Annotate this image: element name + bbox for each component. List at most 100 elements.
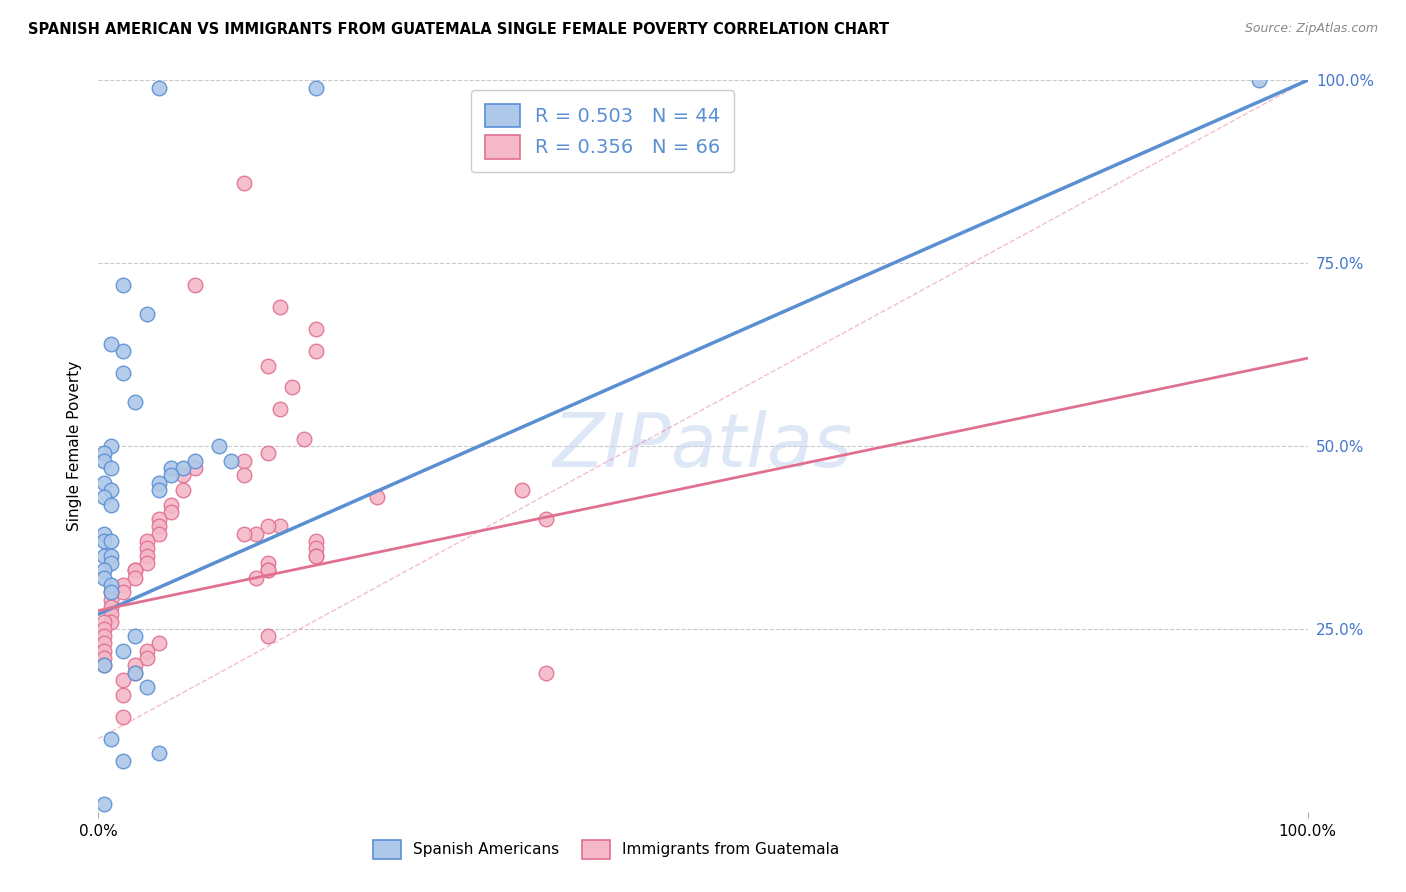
Point [208,439,231,453]
Point [93,658,115,673]
Point [93,571,115,585]
Point [100,556,122,570]
Point [160,468,183,483]
Point [111,673,134,687]
Point [148,80,170,95]
Point [135,549,157,563]
Point [100,585,122,599]
Point [124,563,146,577]
Point [245,571,267,585]
Text: Source: ZipAtlas.com: Source: ZipAtlas.com [1244,22,1378,36]
Point [93,658,115,673]
Point [245,526,267,541]
Point [111,754,134,768]
Point [281,380,304,394]
Point [124,563,146,577]
Point [100,607,122,622]
Point [305,322,328,336]
Point [93,644,115,658]
Point [148,519,170,533]
Point [184,278,207,293]
Point [100,461,122,475]
Point [256,359,278,373]
Point [305,343,328,358]
Point [100,549,122,563]
Point [305,541,328,556]
Point [100,578,122,592]
Point [148,483,170,497]
Point [184,453,207,467]
Point [93,797,115,812]
Point [93,651,115,665]
Point [256,446,278,460]
Point [221,453,243,467]
Point [111,688,134,702]
Point [135,534,157,549]
Point [135,307,157,321]
Point [124,571,146,585]
Legend: Spanish Americans, Immigrants from Guatemala: Spanish Americans, Immigrants from Guate… [366,832,846,866]
Point [256,519,278,533]
Point [100,731,122,746]
Point [160,505,183,519]
Point [135,644,157,658]
Point [148,526,170,541]
Point [305,549,328,563]
Point [160,461,183,475]
Text: SPANISH AMERICAN VS IMMIGRANTS FROM GUATEMALA SINGLE FEMALE POVERTY CORRELATION : SPANISH AMERICAN VS IMMIGRANTS FROM GUAT… [28,22,889,37]
Point [135,556,157,570]
Point [292,432,315,446]
Point [93,563,115,577]
Point [172,461,194,475]
Point [93,453,115,467]
Point [172,483,194,497]
Point [160,498,183,512]
Point [305,549,328,563]
Point [93,615,115,629]
Point [148,512,170,526]
Point [93,636,115,650]
Point [172,468,194,483]
Point [148,746,170,760]
Point [269,300,291,314]
Point [100,483,122,497]
Point [111,578,134,592]
Point [111,585,134,599]
Point [100,439,122,453]
Point [534,665,557,680]
Point [93,534,115,549]
Point [135,651,157,665]
Point [269,402,291,417]
Point [124,665,146,680]
Point [232,468,254,483]
Point [124,629,146,643]
Point [93,622,115,636]
Point [100,534,122,549]
Point [232,453,254,467]
Point [534,512,557,526]
Point [93,475,115,490]
Point [510,483,533,497]
Point [305,534,328,549]
Point [93,446,115,460]
Point [111,343,134,358]
Point [100,336,122,351]
Point [124,658,146,673]
Point [184,461,207,475]
Point [93,490,115,504]
Point [111,366,134,380]
Text: ZIPatlas: ZIPatlas [553,410,853,482]
Point [111,644,134,658]
Point [100,599,122,614]
Point [100,498,122,512]
Point [256,556,278,570]
Point [269,519,291,533]
Point [305,80,328,95]
Point [111,709,134,723]
Point [93,526,115,541]
Point [111,278,134,293]
Point [93,549,115,563]
Point [100,615,122,629]
Point [135,541,157,556]
Point [124,395,146,409]
